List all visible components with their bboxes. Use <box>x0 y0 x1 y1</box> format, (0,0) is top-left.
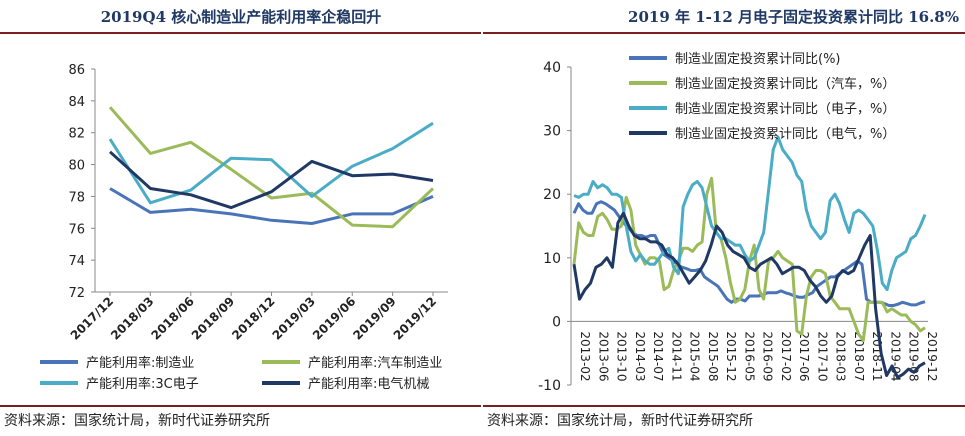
right-chart-panel: 2019 年 1-12 月电子固定投资累计同比 16.8% -10 0 10 20 30… <box>483 0 965 436</box>
right-x-tick-label: 2019-12 <box>925 331 939 381</box>
right-source-note: 资料来源：国家统计局，新时代证券研究所 <box>487 413 753 429</box>
left-series-line-3 <box>108 121 434 205</box>
right-x-tick-label: 2016-09 <box>761 331 775 381</box>
right-x-tick-label: 2015-12 <box>724 331 738 381</box>
left-x-tick-label: 2017/12 <box>68 294 116 342</box>
right-series-line-4 <box>572 211 926 379</box>
right-y-tick-label: 20 <box>543 187 561 203</box>
left-series-line-2 <box>108 106 435 229</box>
right-x-tick-label: 2013-10 <box>615 331 629 381</box>
left-chart-panel: 2019Q4 核心制造业产能利用率企稳回升 72 74 76 78 80 82 84 86 20… <box>0 0 482 436</box>
left-legend-label-3: 产能利用率:3C电子 <box>86 376 199 392</box>
right-x-tick-label: 2015-04 <box>688 331 702 381</box>
right-x-tick-label: 2017-10 <box>815 331 829 381</box>
right-top-rule <box>483 32 965 34</box>
left-series-line-4 <box>108 150 434 210</box>
left-x-tick-label: 2019/12 <box>391 294 439 342</box>
left-x-tick-label: 2019/06 <box>310 294 358 342</box>
left-y-tick-label: 84 <box>68 95 85 110</box>
left-y-tick-label: 82 <box>68 127 85 142</box>
left-x-tick-label: 2019/03 <box>270 294 318 342</box>
right-x-tick-label: 2018-03 <box>834 331 848 381</box>
right-x-tick-label: 2018-07 <box>852 331 866 381</box>
left-x-tick-label: 2019/09 <box>350 294 398 342</box>
left-y-tick-label: 76 <box>68 222 85 237</box>
right-y-tick-label: 0 <box>552 314 561 330</box>
right-x-tick-label: 2015-08 <box>706 331 720 381</box>
left-y-tick-label: 74 <box>68 254 85 269</box>
left-source-note: 资料来源：国家统计局，新时代证券研究所 <box>4 413 270 429</box>
right-y-tick-label: 10 <box>543 251 561 267</box>
right-x-tick-label: 2013-02 <box>578 331 592 381</box>
right-x-tick-label: 2017-02 <box>779 331 793 381</box>
right-legend-label-1: 制造业固定投资累计同比(%) <box>675 51 841 67</box>
left-chart-title: 2019Q4 核心制造业产能利用率企稳回升 <box>100 8 382 26</box>
left-legend-label-1: 产能利用率:制造业 <box>86 355 194 371</box>
left-x-tick-label: 2018/12 <box>229 294 277 342</box>
left-y-tick-label: 86 <box>68 63 85 78</box>
left-x-tick-label: 2018/06 <box>148 294 196 342</box>
left-series-line-1 <box>109 187 434 225</box>
right-line-chart: -10 0 10 20 30 40 2013-02 2013-06 2013-10 2014-03… <box>538 51 939 394</box>
right-y-tick-label: 30 <box>543 124 561 140</box>
right-x-tick-label: 2014-03 <box>633 331 647 381</box>
left-legend-label-4: 产能利用率:电气机械 <box>308 376 429 392</box>
right-y-tick-label: -10 <box>538 378 561 394</box>
right-legend-label-4: 制造业固定投资累计同比（电气，%） <box>675 126 895 142</box>
right-x-tick-label: 2014-07 <box>651 331 665 381</box>
right-x-tick-label: 2013-06 <box>596 331 610 381</box>
left-line-chart: 72747678808284862017/122018/032018/06201… <box>40 63 448 392</box>
left-y-tick-label: 80 <box>68 159 85 174</box>
right-x-tick-label: 2019-08 <box>907 331 921 381</box>
left-x-tick-label: 2018/03 <box>108 294 156 342</box>
right-x-tick-label: 2017-06 <box>797 331 811 381</box>
right-x-tick-label: 2016-05 <box>742 331 756 381</box>
right-legend-label-2: 制造业固定投资累计同比（汽车，%） <box>675 76 895 92</box>
left-x-tick-label: 2018/09 <box>189 294 237 342</box>
left-y-tick-label: 78 <box>68 190 85 205</box>
left-y-tick-label: 72 <box>68 286 85 301</box>
left-top-rule <box>0 32 482 34</box>
right-y-tick-label: 40 <box>543 60 561 76</box>
right-legend-label-3: 制造业固定投资累计同比（电子，%） <box>675 101 895 117</box>
right-bottom-rule <box>483 405 965 407</box>
left-bottom-rule <box>0 405 482 407</box>
right-series-line-3 <box>573 135 927 292</box>
panel-divider <box>481 32 483 407</box>
left-legend-label-2: 产能利用率:汽车制造业 <box>308 355 442 371</box>
right-x-tick-label: 2014-11 <box>669 331 683 381</box>
right-chart-title: 2019 年 1-12 月电子固定投资累计同比 16.8% <box>628 8 959 26</box>
